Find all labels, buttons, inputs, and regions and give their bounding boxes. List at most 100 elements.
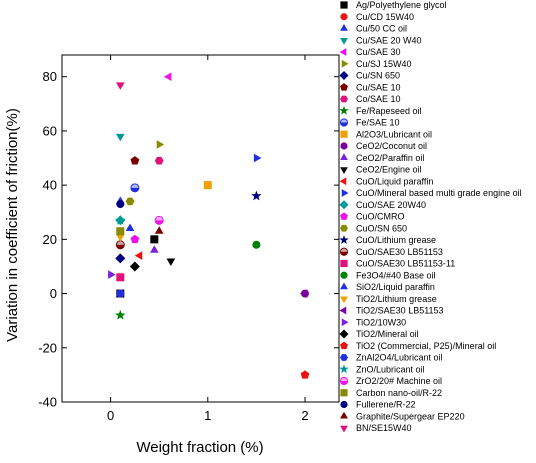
y-tick-label: 20 xyxy=(43,232,57,247)
legend-marker xyxy=(339,247,349,256)
data-point xyxy=(108,270,116,279)
legend-marker xyxy=(340,224,348,232)
legend-marker xyxy=(340,425,348,433)
legend-label: CuO/Mineral based multi grade engine oil xyxy=(356,188,522,198)
legend-item: ZrO2/20# Machine oil xyxy=(339,376,442,386)
legend-label: CuO/SAE 20W40 xyxy=(356,200,426,210)
legend-item: Fe/Rapeseed oil xyxy=(339,105,422,116)
legend-item: CeO2/Coconut oil xyxy=(340,141,427,151)
legend-marker xyxy=(340,142,348,150)
data-point xyxy=(125,197,135,206)
legend-marker xyxy=(340,259,348,268)
legend-item: CuO/CMRO xyxy=(340,212,405,222)
legend-label: Cu/CD 15W40 xyxy=(356,12,414,22)
legend-marker xyxy=(340,167,348,174)
legend-marker xyxy=(340,95,348,103)
legend-item: Cu/SJ 15W40 xyxy=(341,59,412,69)
data-point xyxy=(156,140,165,149)
x-axis-ticks: 0 1 2 xyxy=(107,55,309,423)
legend-label: TiO2/Lithium grease xyxy=(356,294,437,304)
data-point xyxy=(154,156,164,165)
x-tick-label: 1 xyxy=(204,408,211,423)
data-point xyxy=(163,72,172,82)
x-tick-label: 2 xyxy=(301,408,308,423)
legend-label: TiO2/Mineral oil xyxy=(356,329,419,339)
legend-item: Cu/50 CC oil xyxy=(340,24,407,34)
legend-item: Graphite/Supergear EP220 xyxy=(340,411,465,421)
legend-item: TiO2/Mineral oil xyxy=(339,329,419,339)
y-axis-ticks: -40 -20 0 20 40 60 80 xyxy=(38,69,339,410)
legend-item: Fe3O4/#40 Base oil xyxy=(340,270,436,280)
legend-label: Fe/SAE 10 xyxy=(356,118,400,128)
legend-marker xyxy=(340,130,348,138)
y-tick-label: 40 xyxy=(43,178,57,193)
data-point xyxy=(154,226,164,234)
data-point xyxy=(130,183,140,193)
legend-item: TiO2/Lithium grease xyxy=(340,294,437,304)
data-point xyxy=(115,309,126,320)
legend-label: Fe/Rapeseed oil xyxy=(356,106,422,116)
legend-marker xyxy=(340,282,348,290)
legend-label: CuO/CMRO xyxy=(356,212,405,222)
legend-item: ZnAl2O4/Lubricant oil xyxy=(340,353,443,363)
data-point xyxy=(299,289,308,298)
legend-label: TiO2/10W30 xyxy=(356,317,406,327)
legend-marker xyxy=(340,153,348,160)
legend-marker xyxy=(340,400,348,409)
data-point xyxy=(154,215,164,225)
data-point xyxy=(130,234,140,244)
legend-label: Cu/SAE 10 xyxy=(356,82,401,92)
legend-marker xyxy=(339,71,349,80)
data-point xyxy=(116,227,125,236)
legend-item: Co/SAE 10 xyxy=(340,94,401,104)
data-point xyxy=(115,253,126,264)
data-point xyxy=(166,258,176,267)
legend-label: Graphite/Supergear EP220 xyxy=(356,411,465,421)
legend-marker xyxy=(339,329,349,339)
legend-item: ZnO/Lubricant oil xyxy=(339,364,425,374)
legend-label: Cu/SAE 30 xyxy=(356,47,401,57)
data-point xyxy=(203,181,212,190)
plot-frame xyxy=(61,54,340,403)
data-point xyxy=(115,133,125,142)
legend-label: CuO/SN 650 xyxy=(356,223,407,233)
legend-label: TiO2 (Commercial, P25)/Mineral oil xyxy=(356,341,496,351)
legend-item: BN/SE15W40 xyxy=(340,423,412,433)
legend: Ag/Polyethylene glycol Cu/CD 15W40 Cu/50 C… xyxy=(339,0,522,433)
data-points xyxy=(108,72,310,379)
legend-item: CeO2/Paraffin oil xyxy=(340,153,424,163)
legend-marker xyxy=(340,83,348,91)
legend-marker xyxy=(340,389,348,397)
legend-marker xyxy=(340,354,348,361)
legend-label: CuO/Lithium grease xyxy=(356,235,436,245)
data-point xyxy=(150,245,159,253)
legend-item: CuO/SAE 20W40 xyxy=(339,200,426,210)
legend-label: Cu/SAE 20 W40 xyxy=(356,35,422,45)
legend-item: CeO2/Engine oil xyxy=(340,165,422,175)
legend-marker xyxy=(339,235,349,244)
data-point xyxy=(150,235,159,244)
y-tick-label: -40 xyxy=(38,395,57,410)
legend-marker xyxy=(340,13,348,21)
legend-label: TiO2/SAE30 LB51153 xyxy=(356,306,444,316)
legend-marker xyxy=(340,296,348,304)
legend-item: Al2O3/Lubricant oil xyxy=(340,129,432,139)
legend-marker xyxy=(340,411,348,419)
legend-marker xyxy=(341,189,349,197)
data-point xyxy=(115,234,125,242)
legend-marker xyxy=(339,364,349,374)
legend-marker xyxy=(339,177,347,186)
y-tick-label: 60 xyxy=(43,123,57,138)
legend-item: Cu/CD 15W40 xyxy=(340,12,414,22)
legend-marker xyxy=(340,24,348,31)
legend-marker xyxy=(340,271,348,279)
legend-item: Cu/SN 650 xyxy=(339,71,400,81)
legend-marker xyxy=(340,1,348,9)
data-point xyxy=(115,289,125,298)
data-point xyxy=(130,156,140,165)
legend-label: CeO2/Engine oil xyxy=(356,165,422,175)
legend-label: ZnO/Lubricant oil xyxy=(356,364,425,374)
legend-item: Fullerene/R-22 xyxy=(340,400,416,410)
legend-item: CuO/Liquid paraffin xyxy=(339,176,433,186)
